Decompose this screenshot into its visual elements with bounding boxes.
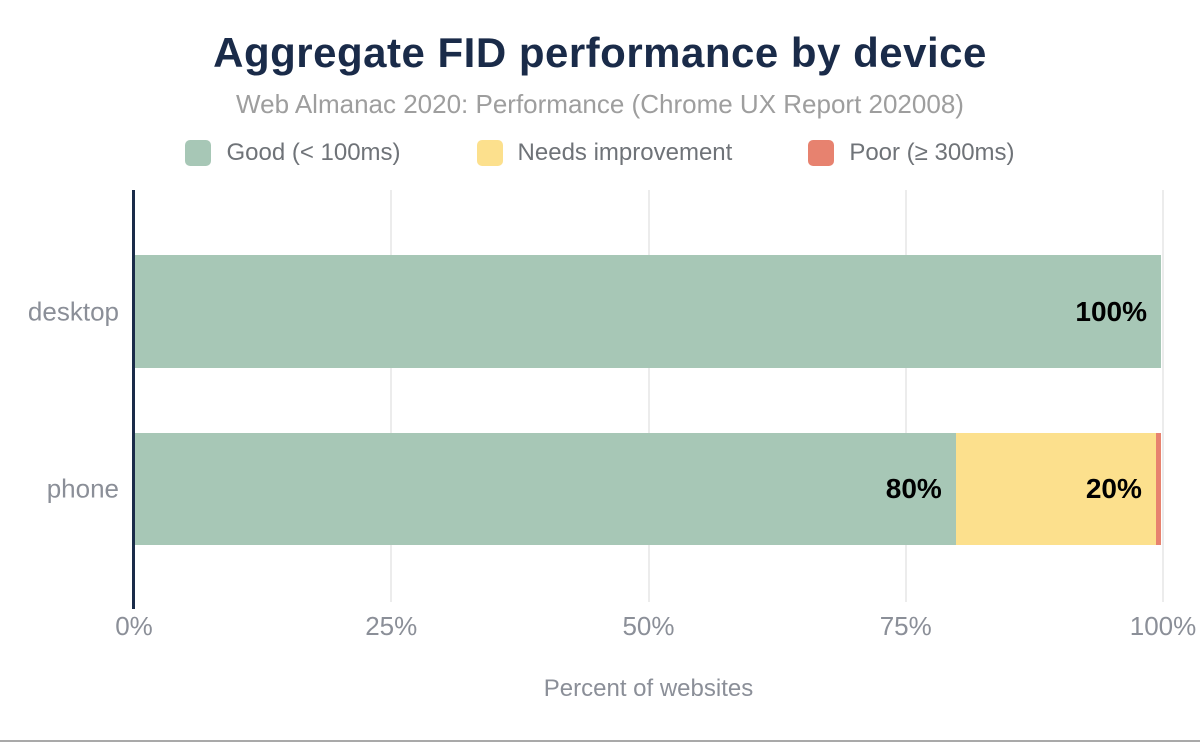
x-axis-tick-label: 50% xyxy=(622,611,675,641)
x-axis-title-wrap: Percent of websites xyxy=(134,674,1163,704)
y-axis-category-label: desktop xyxy=(27,296,119,326)
x-axis-tick-label: 25% xyxy=(365,611,418,641)
chart-subtitle: Web Almanac 2020: Performance (Chrome UX… xyxy=(236,89,964,119)
gridline xyxy=(904,190,907,602)
y-axis-category-label: phone xyxy=(46,473,119,504)
chart-title: Aggregate FID performance by device xyxy=(213,29,987,76)
x-axis-tick-labels: 0% 25% 50% 75% 100% xyxy=(115,610,1196,642)
legend-swatch-icon xyxy=(185,140,212,166)
x-axis-tick-label: 75% xyxy=(879,611,932,641)
y-axis-line xyxy=(132,190,135,609)
bar-row-phone: phone 80% 20% xyxy=(47,433,1161,545)
bar-data-label: 20% xyxy=(1085,473,1142,504)
bar-row-desktop: desktop 100% xyxy=(28,255,1161,368)
legend-item-label: Good (< 100ms) xyxy=(226,139,401,166)
legend-swatch-icon xyxy=(808,140,835,166)
legend-item-label: Needs improvement xyxy=(517,139,733,166)
legend-swatch-icon xyxy=(476,140,503,166)
gridline xyxy=(1162,190,1164,602)
x-axis-tick-label: 100% xyxy=(1129,611,1197,641)
legend-item: Poor (≥ 300ms) xyxy=(808,139,1015,167)
figure-bottom-border xyxy=(0,740,1200,742)
chart-legend: Good (< 100ms) Needs improvement Poor (≥ 3… xyxy=(0,138,1200,168)
gridline xyxy=(647,190,650,602)
plot-area: desktop 100% phone 80% 20% xyxy=(28,190,1164,609)
bar-segment: 20% xyxy=(955,433,1156,545)
bar-data-label: 80% xyxy=(885,473,942,504)
legend-item: Needs improvement xyxy=(476,139,733,167)
bar-data-label: 100% xyxy=(1075,295,1147,327)
x-axis-title: Percent of websites xyxy=(543,675,754,702)
x-axis-tick-label: 0% xyxy=(115,611,153,641)
gridline xyxy=(390,190,393,602)
legend-item-label: Poor (≥ 300ms) xyxy=(849,139,1015,166)
bar-segment xyxy=(1155,433,1161,545)
legend-item: Good (< 100ms) xyxy=(185,139,401,167)
bar-segment: 80% xyxy=(135,433,956,545)
bar-segment: 100% xyxy=(135,255,1161,368)
